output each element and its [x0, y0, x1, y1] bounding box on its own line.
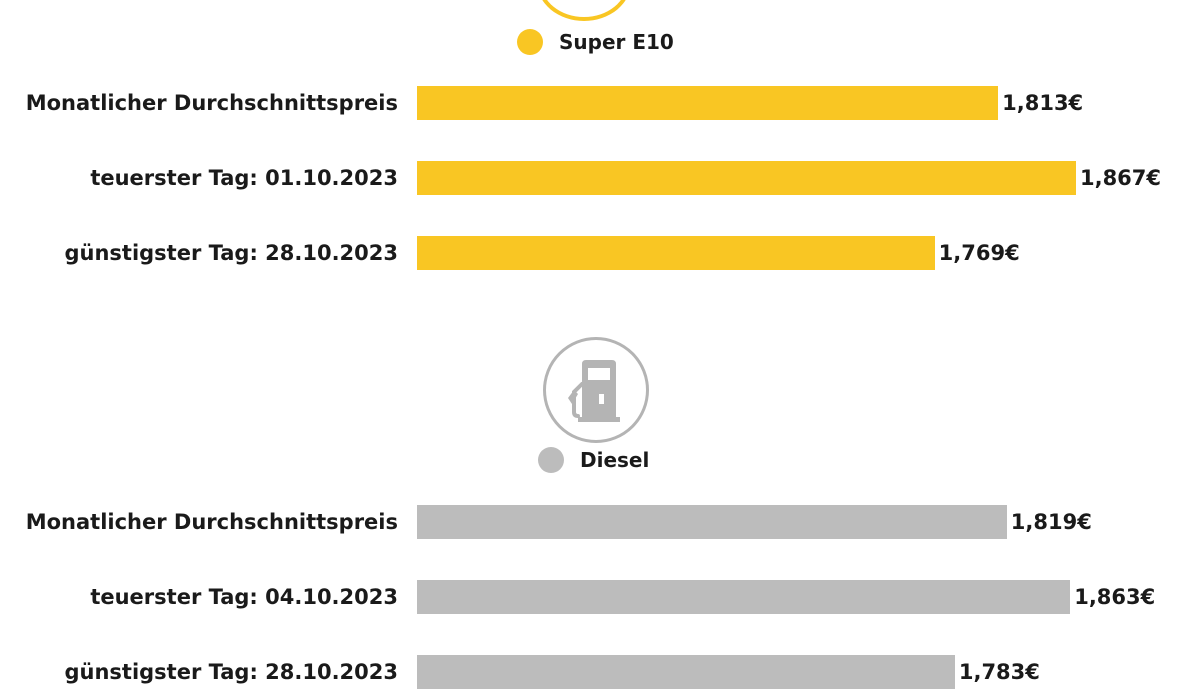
- legend-super-e10: Super E10: [517, 27, 674, 57]
- category-label-super-e10: Monatlicher Durchschnittspreis: [25, 91, 398, 115]
- value-label-diesel: 1,819€: [1010, 510, 1092, 534]
- bar-diesel: [417, 505, 1007, 539]
- value-label-diesel: 1,863€: [1074, 585, 1156, 609]
- bar-diesel: [417, 580, 1071, 614]
- value-label-super-e10: 1,769€: [938, 241, 1020, 265]
- value-label-super-e10: 1,867€: [1079, 166, 1162, 190]
- fuel-price-chart: Super E10 Diesel Monatlicher Durchschnit…: [25, 0, 1162, 689]
- bar-diesel: [417, 655, 955, 689]
- bar-super-e10: [417, 161, 1076, 195]
- bar-super-e10: [417, 236, 935, 270]
- legend-label-diesel: Diesel: [580, 448, 650, 472]
- value-label-diesel: 1,783€: [958, 660, 1040, 684]
- category-label-super-e10: günstigster Tag: 28.10.2023: [64, 241, 398, 265]
- bar-super-e10: [417, 86, 999, 120]
- legend-diesel: Diesel: [538, 445, 649, 475]
- legend-label-super-e10: Super E10: [559, 30, 674, 54]
- legend-dot-super-e10: [517, 29, 543, 55]
- circle-icon: [537, 0, 631, 21]
- fuel-pump-icon: [543, 337, 649, 443]
- category-label-super-e10: teuerster Tag: 01.10.2023: [90, 166, 398, 190]
- category-label-diesel: teuerster Tag: 04.10.2023: [90, 585, 398, 609]
- category-label-diesel: Monatlicher Durchschnittspreis: [25, 510, 398, 534]
- value-label-super-e10: 1,813€: [1002, 91, 1084, 115]
- legend-dot-diesel: [538, 447, 564, 473]
- category-label-diesel: günstigster Tag: 28.10.2023: [64, 660, 398, 684]
